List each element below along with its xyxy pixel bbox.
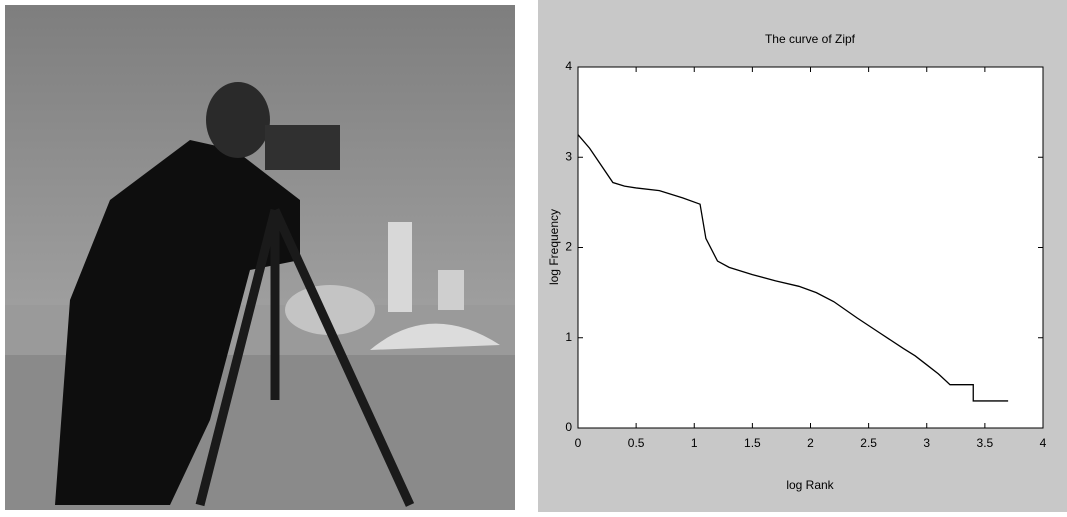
y-axis-label: log Frequency bbox=[547, 209, 561, 285]
x-tick-label: 1 bbox=[691, 436, 698, 450]
x-tick-label: 0 bbox=[575, 436, 582, 450]
y-tick-label: 0 bbox=[565, 420, 572, 434]
photo bbox=[5, 5, 515, 510]
x-tick-label: 1.5 bbox=[744, 436, 761, 450]
x-tick-label: 0.5 bbox=[628, 436, 645, 450]
y-tick-label: 3 bbox=[565, 149, 572, 163]
x-tick-label: 3.5 bbox=[977, 436, 994, 450]
x-tick-label: 2 bbox=[807, 436, 814, 450]
x-axis-label: log Rank bbox=[786, 478, 834, 492]
y-tick-label: 4 bbox=[565, 59, 572, 73]
x-tick-label: 3 bbox=[923, 436, 930, 450]
y-tick-label: 1 bbox=[565, 330, 572, 344]
plot-area bbox=[577, 66, 1044, 429]
line bbox=[577, 134, 1009, 402]
x-tick-label: 4 bbox=[1040, 436, 1047, 450]
y-tick-label: 2 bbox=[565, 240, 572, 254]
x-tick-label: 2.5 bbox=[860, 436, 877, 450]
chart-title: The curve of Zipf bbox=[765, 32, 856, 46]
